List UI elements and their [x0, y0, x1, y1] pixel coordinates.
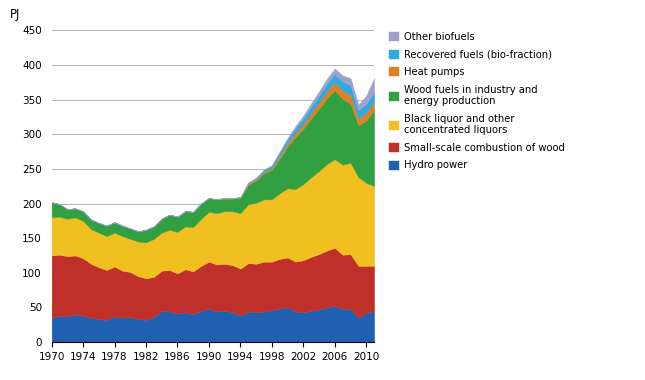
- Legend: Other biofuels, Recovered fuels (bio-fraction), Heat pumps, Wood fuels in indust: Other biofuels, Recovered fuels (bio-fra…: [389, 32, 564, 171]
- Text: PJ: PJ: [10, 8, 20, 21]
